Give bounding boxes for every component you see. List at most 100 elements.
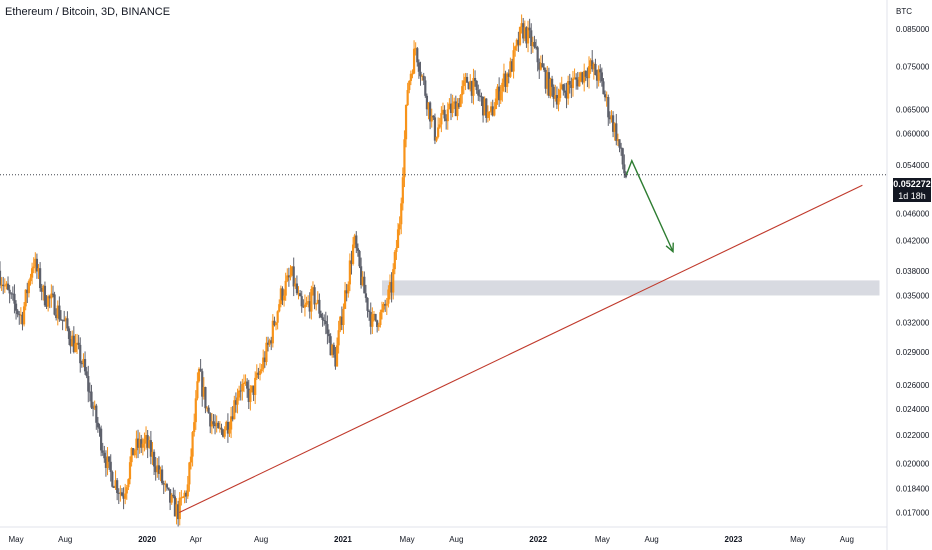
candle-body xyxy=(351,244,355,264)
x-tick-label: Aug xyxy=(449,535,463,544)
candle-body xyxy=(429,102,432,122)
candle-body xyxy=(599,69,602,73)
candle-body xyxy=(412,48,416,74)
candle-body xyxy=(334,354,337,367)
candle-body xyxy=(390,282,393,293)
candle-body xyxy=(47,296,50,307)
candle-body xyxy=(594,63,597,76)
candle-body xyxy=(55,314,58,319)
candle-body xyxy=(315,303,318,305)
candle-body xyxy=(396,229,400,248)
candle-body xyxy=(342,308,345,325)
candle-body xyxy=(477,90,480,96)
candle-body xyxy=(456,103,459,117)
candle-body xyxy=(388,282,392,290)
candle-body xyxy=(358,250,361,267)
support-zone-layer xyxy=(381,280,880,296)
candle-body xyxy=(250,385,254,391)
candle-body xyxy=(377,324,380,328)
candle-body xyxy=(605,97,608,99)
candle-body xyxy=(258,370,262,375)
candle-body xyxy=(177,504,180,520)
candle-body xyxy=(32,266,35,269)
y-tick-label: 0.046000 xyxy=(896,209,930,218)
y-tick-label: 0.085000 xyxy=(896,25,930,34)
candle-body xyxy=(202,387,205,397)
candle-body xyxy=(278,304,281,312)
candle-body xyxy=(247,388,250,403)
candle-body xyxy=(157,465,160,474)
candle-body xyxy=(575,77,578,80)
candle-body xyxy=(13,293,16,304)
candle-body xyxy=(316,299,319,304)
candle-body xyxy=(83,359,87,372)
candle-body xyxy=(5,283,8,286)
candle-body xyxy=(284,280,287,296)
candle-body xyxy=(302,306,305,308)
candle-body xyxy=(438,124,441,128)
candle-body xyxy=(299,293,302,297)
candle-body xyxy=(567,81,570,99)
candle-body xyxy=(421,75,424,77)
candle-body xyxy=(353,235,356,245)
candle-body xyxy=(486,111,490,118)
candle-body xyxy=(148,440,151,448)
candle-body xyxy=(108,456,111,462)
candle-body xyxy=(56,305,59,319)
candle-body xyxy=(291,266,294,276)
candle-body xyxy=(621,148,624,165)
candle-body xyxy=(347,284,350,294)
candle-body xyxy=(623,164,626,174)
candle-body xyxy=(263,357,266,363)
candle-body xyxy=(512,50,515,72)
candle-body xyxy=(457,103,461,107)
candle-body xyxy=(252,385,255,395)
candle-body xyxy=(544,69,547,89)
candle-body xyxy=(414,48,417,50)
x-tick-label: May xyxy=(8,535,23,544)
candle-body xyxy=(449,103,453,113)
candle-body xyxy=(498,86,501,101)
candle-body xyxy=(34,258,37,267)
candle-body xyxy=(488,111,491,113)
candle-body xyxy=(401,177,404,204)
candle-body xyxy=(313,287,316,305)
candle-body xyxy=(185,492,188,497)
candle-body xyxy=(141,443,144,448)
candle-body xyxy=(262,357,265,370)
candle-body xyxy=(61,319,64,321)
candle-body xyxy=(149,440,152,457)
candle-body xyxy=(289,275,292,278)
candle-body xyxy=(515,39,518,47)
candle-body xyxy=(268,340,271,345)
candle-body xyxy=(71,335,74,347)
candle-body xyxy=(372,313,376,315)
candle-body xyxy=(411,73,414,75)
candle-body xyxy=(14,303,18,311)
candle-body xyxy=(321,317,324,321)
candle-body xyxy=(534,46,538,48)
x-tick-label: May xyxy=(400,535,415,544)
candle-body xyxy=(546,72,549,89)
candle-body xyxy=(59,319,63,321)
x-tick-label: Aug xyxy=(644,535,658,544)
candle-body xyxy=(480,96,483,98)
candle-body xyxy=(120,492,124,496)
candle-body xyxy=(406,90,409,106)
candle-body xyxy=(114,480,117,488)
candle-body xyxy=(91,407,95,409)
candle-body xyxy=(230,416,233,430)
candle-body xyxy=(611,115,615,132)
candle-body xyxy=(591,60,594,70)
candle-body xyxy=(273,320,276,326)
candle-body xyxy=(530,30,533,47)
candle-body xyxy=(467,82,470,90)
candle-body xyxy=(400,203,403,225)
candle-body xyxy=(236,397,239,405)
y-tick-label: 0.029000 xyxy=(896,348,930,357)
candle-body xyxy=(387,289,390,304)
candle-body xyxy=(424,80,427,96)
candle-body xyxy=(355,235,358,249)
candle-body xyxy=(43,285,47,306)
